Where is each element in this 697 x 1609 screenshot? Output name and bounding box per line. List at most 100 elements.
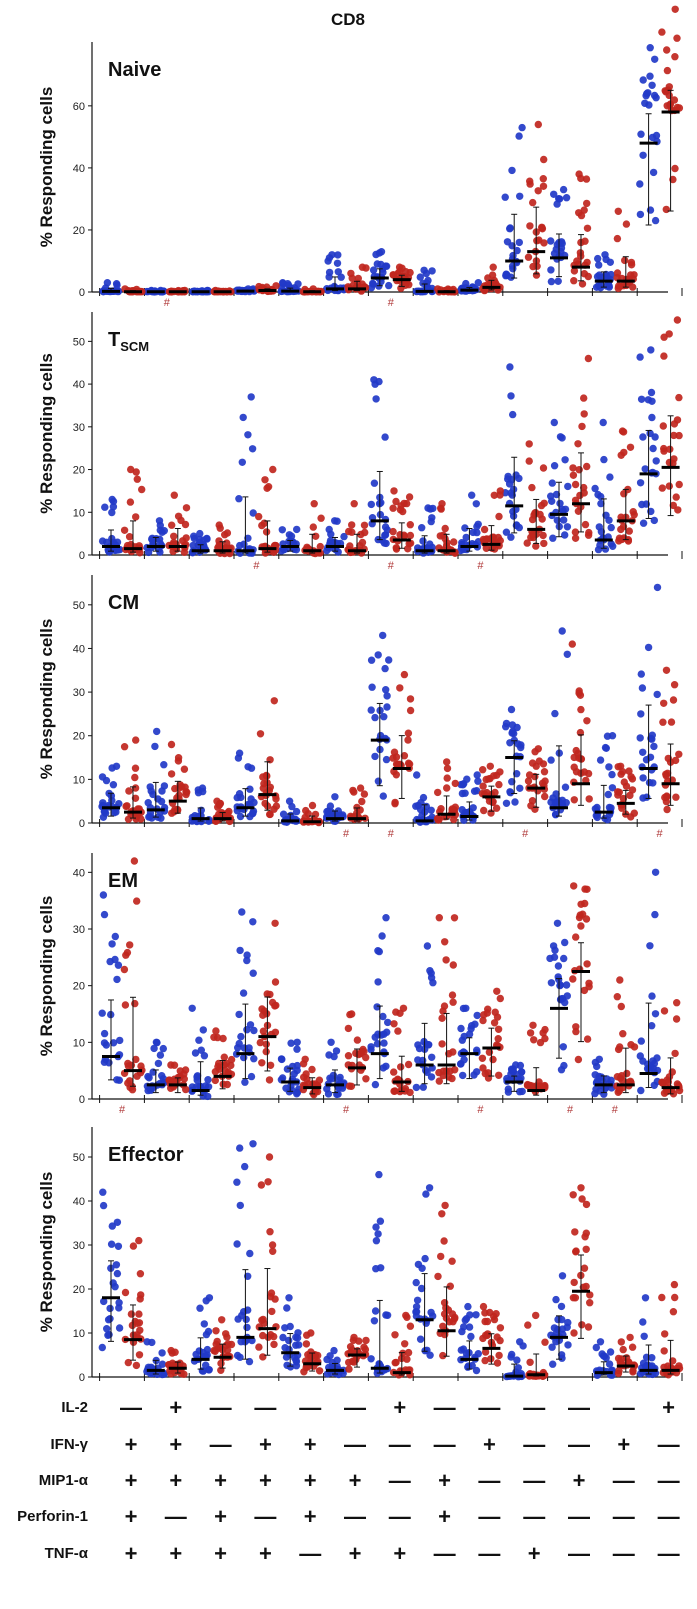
data-point xyxy=(615,1366,623,1375)
data-point xyxy=(659,718,667,726)
data-point xyxy=(99,1188,107,1196)
data-point xyxy=(572,933,580,941)
data-point xyxy=(238,458,246,466)
data-point xyxy=(379,792,387,800)
data-point xyxy=(406,695,415,703)
data-point xyxy=(518,1087,526,1096)
data-point xyxy=(439,1351,447,1360)
data-point xyxy=(507,392,515,400)
data-point xyxy=(473,1068,481,1076)
data-point xyxy=(367,1355,375,1363)
data-point xyxy=(569,471,578,479)
data-point xyxy=(673,316,682,324)
data-point xyxy=(669,696,678,704)
data-point xyxy=(396,684,404,692)
data-point xyxy=(379,631,387,640)
data-point xyxy=(508,491,516,499)
data-point xyxy=(554,962,563,970)
data-point xyxy=(581,1233,589,1241)
data-point xyxy=(116,1036,124,1045)
minus-sign: — xyxy=(568,1504,590,1529)
data-point xyxy=(516,192,524,200)
data-point xyxy=(136,1295,144,1303)
data-point xyxy=(614,207,622,215)
data-point xyxy=(132,513,140,521)
data-point xyxy=(584,354,593,363)
data-point xyxy=(380,713,388,721)
data-point xyxy=(586,1291,594,1299)
data-point xyxy=(133,475,141,483)
data-point xyxy=(502,723,510,731)
data-point xyxy=(120,743,129,751)
data-point xyxy=(641,99,649,108)
data-point xyxy=(505,480,514,488)
data-point xyxy=(236,1201,244,1210)
data-point xyxy=(372,1265,380,1273)
data-point xyxy=(372,1223,380,1231)
data-point xyxy=(248,445,257,453)
data-point xyxy=(227,1055,236,1064)
minus-sign: — xyxy=(344,1432,366,1457)
data-point xyxy=(563,523,572,531)
data-point xyxy=(558,627,566,635)
data-point xyxy=(132,1361,141,1370)
data-point xyxy=(374,651,382,659)
data-point xyxy=(626,791,634,800)
data-point xyxy=(131,999,139,1008)
data-point xyxy=(326,1074,334,1082)
data-point xyxy=(651,1010,660,1018)
data-point xyxy=(607,804,615,812)
data-point xyxy=(469,816,477,824)
data-point xyxy=(547,266,555,274)
data-point xyxy=(202,1297,210,1305)
data-point xyxy=(474,279,482,287)
data-point xyxy=(594,254,602,263)
data-point xyxy=(663,1076,671,1084)
data-point xyxy=(552,1295,560,1304)
data-point xyxy=(392,760,401,768)
data-point xyxy=(113,975,121,984)
data-point xyxy=(636,734,644,742)
data-point xyxy=(483,1317,492,1326)
data-point xyxy=(486,535,494,543)
plus-sign: + xyxy=(169,1468,182,1493)
data-point xyxy=(441,534,449,543)
data-point xyxy=(438,1210,446,1218)
data-point xyxy=(422,269,430,278)
data-point xyxy=(550,462,559,470)
data-point xyxy=(370,1317,379,1325)
data-point xyxy=(448,1310,457,1318)
plus-sign: + xyxy=(438,1504,451,1529)
data-point xyxy=(131,764,140,772)
panel-title: CM xyxy=(108,592,139,614)
figure-title: CD8 xyxy=(331,10,365,29)
data-point xyxy=(671,1293,679,1302)
data-point xyxy=(490,1019,499,1027)
data-point xyxy=(622,281,631,290)
data-point xyxy=(397,502,405,510)
minus-sign: — xyxy=(568,1432,590,1457)
minus-sign: — xyxy=(613,1395,635,1420)
data-point xyxy=(617,451,625,459)
data-point xyxy=(174,754,183,762)
data-point xyxy=(580,394,588,402)
data-point xyxy=(245,1357,254,1366)
data-point xyxy=(575,209,583,217)
data-point xyxy=(539,182,548,190)
data-point xyxy=(113,1076,121,1084)
data-point xyxy=(370,479,379,487)
data-point xyxy=(540,539,548,548)
data-point xyxy=(236,1144,244,1152)
data-point xyxy=(663,793,671,801)
function-row-label: IFN-γ xyxy=(51,1436,89,1453)
data-point xyxy=(646,753,655,761)
data-point xyxy=(113,1269,122,1278)
minus-sign: — xyxy=(434,1432,456,1457)
data-point xyxy=(279,279,287,288)
data-point xyxy=(390,1068,398,1076)
data-point xyxy=(646,72,654,80)
data-point xyxy=(189,541,197,550)
data-point xyxy=(571,496,580,504)
data-point xyxy=(550,418,558,427)
data-point xyxy=(525,457,533,465)
